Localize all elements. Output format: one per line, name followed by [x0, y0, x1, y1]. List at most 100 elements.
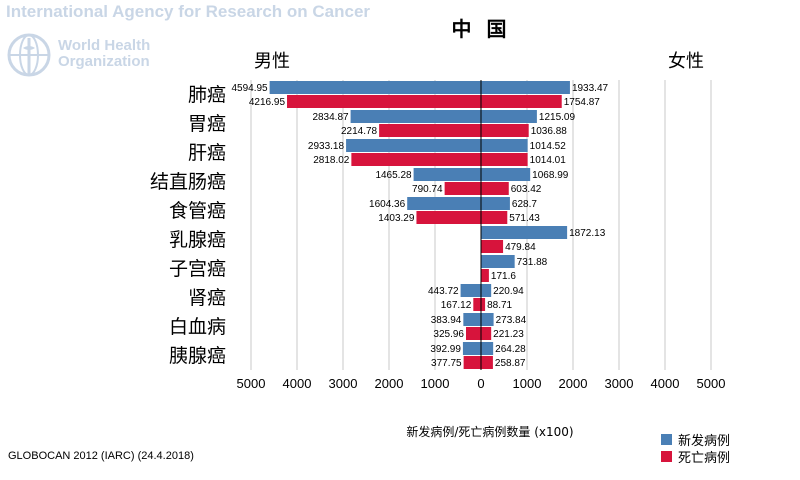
male-incidence-value-label: 1604.36	[369, 199, 406, 210]
category-label: 胰腺癌	[169, 345, 226, 367]
female-mortality-bar	[481, 153, 528, 166]
female-incidence-bar	[481, 139, 528, 152]
female-incidence-value-label: 1068.99	[532, 170, 569, 181]
x-tick-label: 3000	[329, 376, 358, 391]
female-incidence-value-label: 1933.47	[572, 83, 609, 94]
male-mortality-bar	[466, 327, 481, 340]
who-name-line-2: Organization	[58, 53, 150, 70]
legend: 新发病例 死亡病例	[661, 431, 731, 466]
female-mortality-bar	[481, 124, 529, 137]
male-mortality-bar	[463, 356, 481, 369]
female-incidence-bar	[481, 226, 568, 239]
female-mortality-value-label: 571.43	[509, 213, 540, 224]
male-mortality-value-label: 4216.95	[249, 97, 286, 108]
male-mortality-value-label: 377.75	[431, 358, 462, 369]
legend-item-incidence: 新发病例	[661, 431, 731, 449]
legend-swatch-incidence	[661, 434, 672, 445]
legend-label-incidence: 新发病例	[678, 434, 731, 449]
female-incidence-bar	[481, 168, 531, 181]
male-incidence-value-label: 443.72	[428, 286, 459, 297]
who-name-line-1: World Health	[58, 37, 151, 54]
legend-item-mortality: 死亡病例	[661, 448, 731, 466]
female-incidence-value-label: 1215.09	[539, 112, 576, 123]
female-incidence-bar	[481, 342, 494, 355]
x-tick-label: 1000	[421, 376, 450, 391]
female-mortality-value-label: 603.42	[511, 184, 542, 195]
category-label: 肺癌	[188, 84, 226, 106]
female-incidence-value-label: 1014.52	[530, 141, 567, 152]
male-incidence-value-label: 1465.28	[375, 170, 412, 181]
legend-label-mortality: 死亡病例	[678, 451, 731, 466]
x-tick-label: 2000	[559, 376, 588, 391]
female-mortality-bar	[481, 240, 504, 253]
male-incidence-value-label: 4594.95	[231, 83, 268, 94]
male-incidence-bar	[463, 313, 481, 326]
category-label: 子宫癌	[169, 258, 226, 280]
female-label: 女性	[668, 51, 704, 72]
male-mortality-bar	[287, 95, 481, 108]
female-mortality-value-label: 1014.01	[530, 155, 567, 166]
male-incidence-value-label: 383.94	[431, 315, 462, 326]
x-axis-label: 新发病例/死亡病例数量 (x100)	[406, 424, 573, 439]
category-label: 结直肠癌	[150, 171, 226, 193]
legend-swatch-mortality	[661, 451, 672, 462]
female-mortality-bar	[481, 356, 493, 369]
male-mortality-bar	[379, 124, 481, 137]
x-tick-label: 5000	[237, 376, 266, 391]
x-tick-label: 0	[477, 376, 484, 391]
female-incidence-value-label: 273.84	[496, 315, 527, 326]
male-incidence-value-label: 2933.18	[308, 141, 345, 152]
who-name: World Health Organization	[58, 38, 150, 70]
female-mortality-value-label: 1036.88	[531, 126, 568, 137]
category-label: 肝癌	[188, 142, 226, 164]
female-mortality-bar	[481, 327, 492, 340]
female-mortality-bar	[481, 269, 489, 282]
male-mortality-bar	[416, 211, 481, 224]
x-tick-label: 5000	[697, 376, 726, 391]
male-incidence-bar	[413, 168, 481, 181]
x-tick-label: 3000	[605, 376, 634, 391]
male-incidence-value-label: 2834.87	[312, 112, 349, 123]
male-mortality-value-label: 2214.78	[341, 126, 378, 137]
who-logo-icon	[7, 33, 51, 77]
x-tick-label: 4000	[283, 376, 312, 391]
male-mortality-bar	[351, 153, 481, 166]
female-incidence-value-label: 1872.13	[569, 228, 606, 239]
male-incidence-bar	[462, 342, 481, 355]
category-label: 胃癌	[188, 113, 226, 135]
male-mortality-bar	[473, 298, 481, 311]
male-incidence-bar	[407, 197, 481, 210]
female-incidence-bar	[481, 284, 492, 297]
male-mortality-value-label: 325.96	[433, 329, 464, 340]
female-mortality-value-label: 258.87	[495, 358, 526, 369]
male-incidence-bar	[346, 139, 481, 152]
female-mortality-bar	[481, 182, 509, 195]
female-mortality-value-label: 88.71	[487, 300, 512, 311]
male-mortality-value-label: 790.74	[412, 184, 443, 195]
female-incidence-value-label: 731.88	[517, 257, 548, 268]
category-label: 肾癌	[188, 287, 226, 309]
female-incidence-bar	[481, 197, 510, 210]
x-tick-label: 4000	[651, 376, 680, 391]
x-tick-label: 2000	[375, 376, 404, 391]
female-incidence-bar	[481, 81, 570, 94]
female-mortality-value-label: 221.23	[493, 329, 524, 340]
male-mortality-value-label: 167.12	[441, 300, 472, 311]
female-incidence-bar	[481, 255, 515, 268]
female-mortality-value-label: 1754.87	[564, 97, 601, 108]
female-mortality-value-label: 171.6	[491, 271, 516, 282]
agency-name: International Agency for Research on Can…	[6, 2, 371, 21]
female-incidence-value-label: 220.94	[493, 286, 524, 297]
category-label: 白血病	[169, 316, 226, 338]
male-incidence-bar	[460, 284, 481, 297]
category-label: 食管癌	[169, 200, 226, 222]
female-incidence-bar	[481, 110, 537, 123]
male-label: 男性	[254, 51, 290, 72]
female-mortality-bar	[481, 211, 508, 224]
female-incidence-value-label: 264.28	[495, 344, 526, 355]
female-mortality-bar	[481, 95, 562, 108]
source-note: GLOBOCAN 2012 (IARC) (24.4.2018)	[8, 450, 194, 462]
male-incidence-bar	[350, 110, 481, 123]
female-mortality-value-label: 479.84	[505, 242, 536, 253]
